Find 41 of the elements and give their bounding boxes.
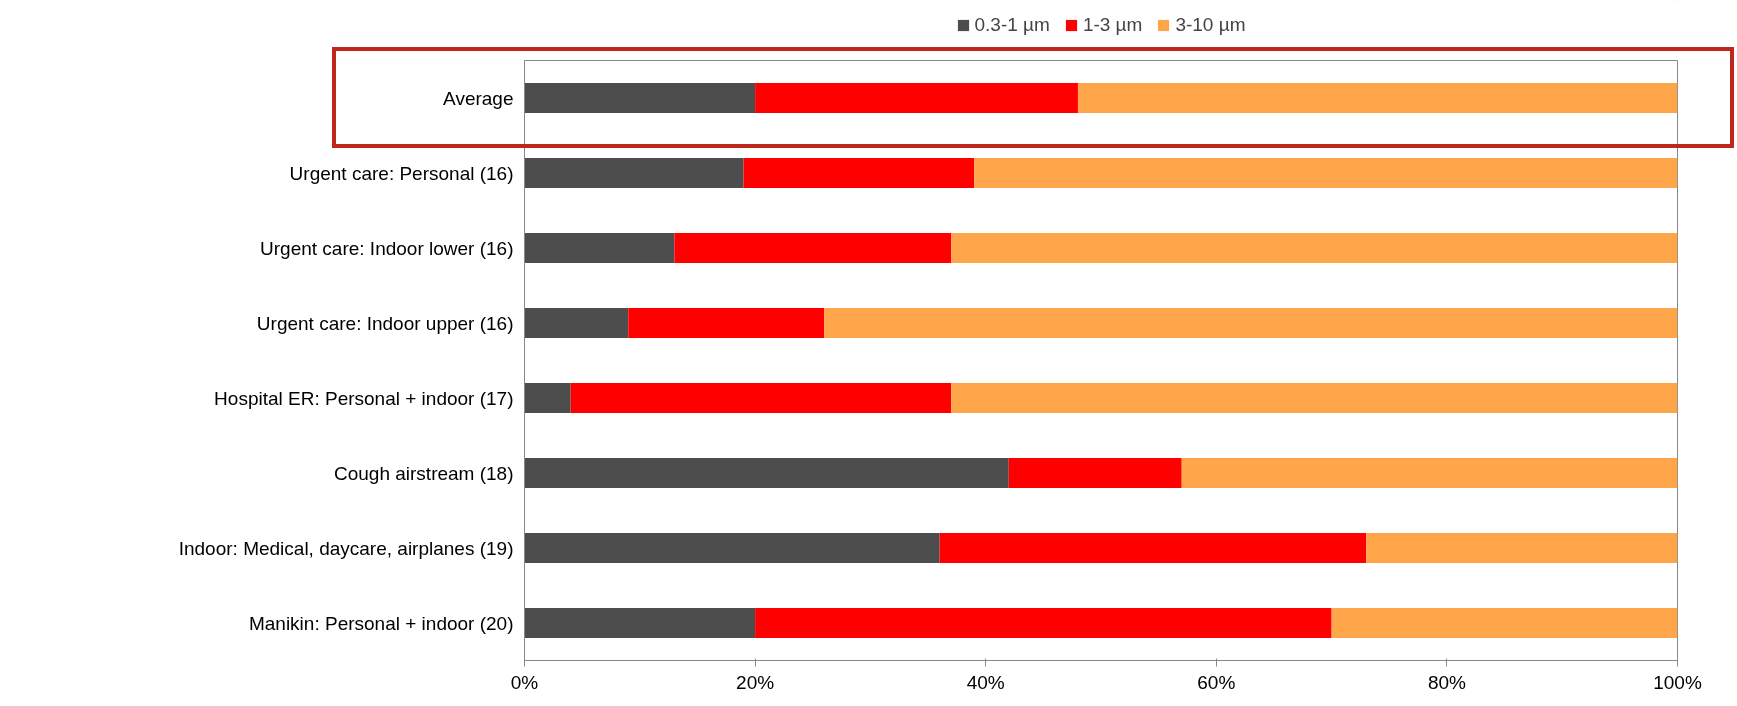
bar bbox=[939, 533, 1367, 563]
bar bbox=[974, 158, 1678, 188]
bar bbox=[674, 233, 952, 263]
x-tick-label: 60% bbox=[1197, 671, 1236, 693]
bar bbox=[951, 233, 1678, 263]
x-tick-label: 100% bbox=[1653, 671, 1702, 693]
bar bbox=[570, 383, 952, 413]
bar bbox=[755, 608, 1332, 638]
bar bbox=[524, 383, 571, 413]
y-tick-label: Urgent care: Personal (16) bbox=[289, 162, 514, 184]
y-tick-label: Urgent care: Indoor lower (16) bbox=[260, 237, 514, 259]
bar bbox=[524, 308, 629, 338]
bar bbox=[743, 158, 975, 188]
bar bbox=[524, 158, 744, 188]
legend-label: 1-3 µm bbox=[1082, 14, 1143, 36]
legend-label: 3-10 µm bbox=[1175, 14, 1246, 36]
bar bbox=[524, 83, 756, 113]
bar bbox=[628, 308, 825, 338]
bar bbox=[951, 383, 1678, 413]
x-tick-label: 40% bbox=[966, 671, 1005, 693]
y-tick-label: Indoor: Medical, daycare, airplanes (19) bbox=[178, 537, 514, 559]
bar bbox=[1008, 458, 1182, 488]
bar bbox=[524, 458, 1009, 488]
x-tick-label: 20% bbox=[736, 671, 775, 693]
x-tick-label: 0% bbox=[510, 671, 539, 693]
y-tick-label: Urgent care: Indoor upper (16) bbox=[256, 312, 514, 334]
bar bbox=[524, 233, 675, 263]
bar bbox=[524, 533, 940, 563]
bar bbox=[524, 608, 756, 638]
y-tick-label: Cough airstream (18) bbox=[333, 462, 514, 484]
bar bbox=[755, 83, 1078, 113]
bar bbox=[1077, 83, 1678, 113]
bar bbox=[1366, 533, 1678, 563]
y-tick-label: Manikin: Personal + indoor (20) bbox=[248, 612, 514, 634]
bar bbox=[824, 308, 1678, 338]
y-tick-label: Average bbox=[443, 87, 514, 109]
legend-label: 0.3-1 µm bbox=[974, 14, 1050, 36]
x-tick-label: 80% bbox=[1427, 671, 1467, 693]
bar bbox=[1331, 608, 1678, 638]
y-tick-label: Hospital ER: Personal + indoor (17) bbox=[214, 387, 514, 409]
bar bbox=[1181, 458, 1678, 488]
